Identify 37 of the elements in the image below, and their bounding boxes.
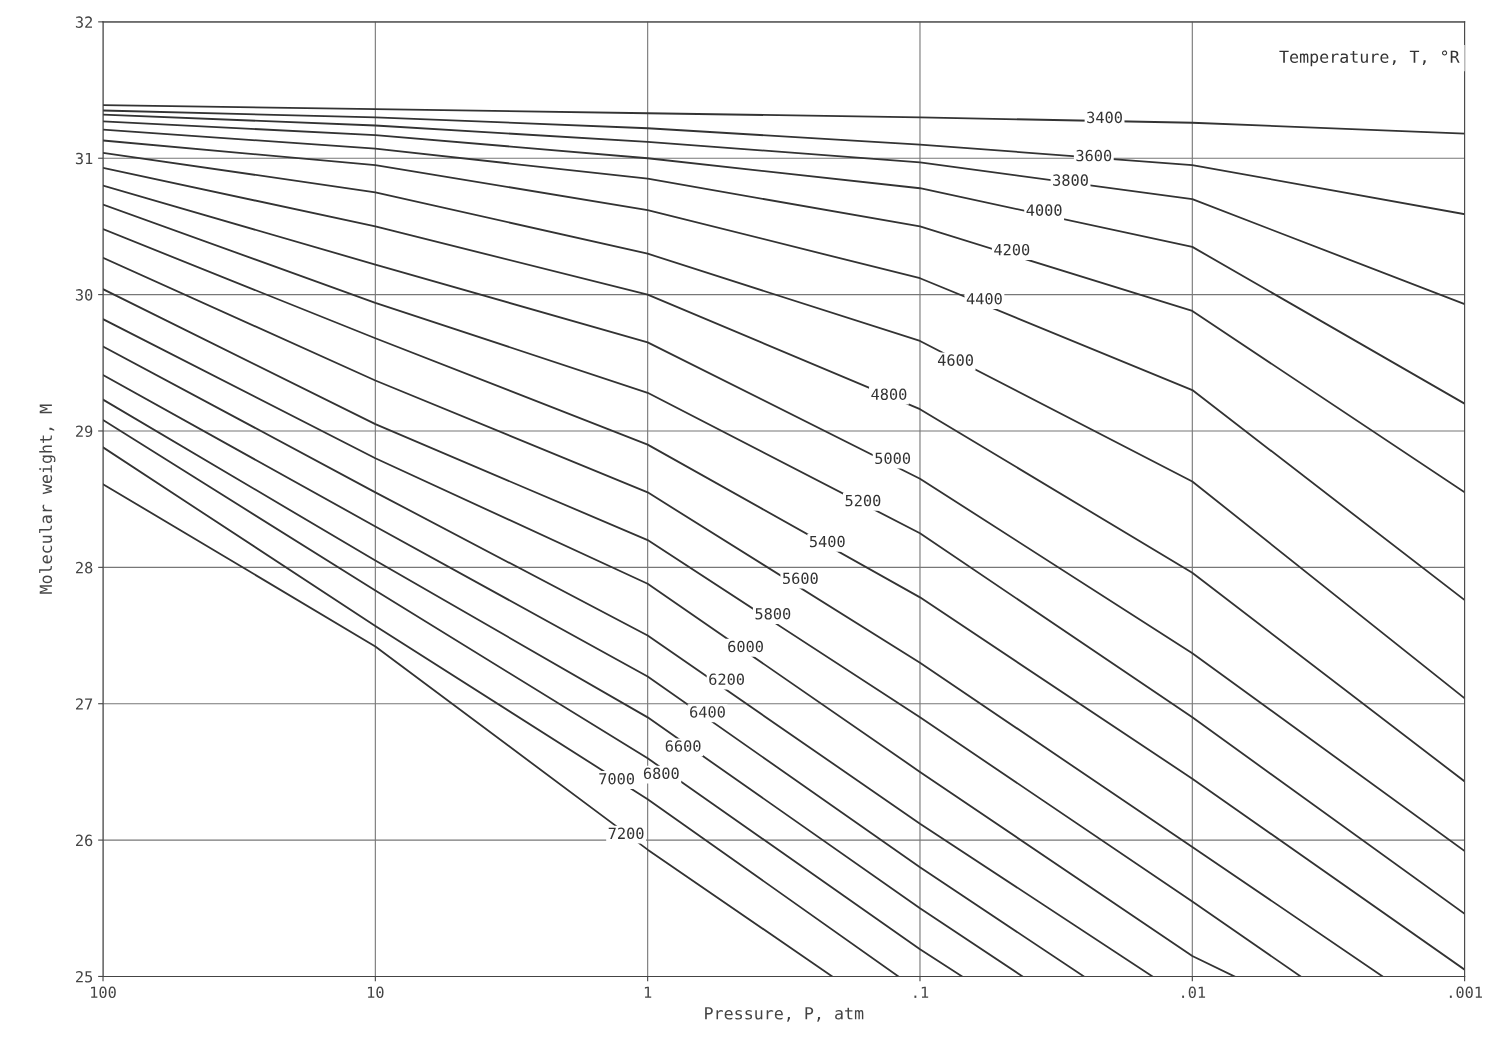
annotation: 4600 bbox=[937, 354, 973, 366]
legend-title: Temperature, T, °R bbox=[1279, 50, 1460, 67]
annotation: 5400 bbox=[809, 535, 845, 548]
annotation: 7200 bbox=[608, 827, 644, 840]
y-tick-label: 29 bbox=[76, 425, 93, 438]
y-tick-label: 32 bbox=[75, 16, 92, 28]
annotation: 5000 bbox=[875, 452, 911, 465]
annotation: 4800 bbox=[871, 388, 907, 400]
annotation: 6000 bbox=[728, 640, 763, 653]
y-tick-label: 26 bbox=[76, 834, 93, 847]
annotation: 7000 bbox=[599, 773, 635, 785]
x-tick-label: .01 bbox=[1182, 986, 1206, 999]
x-tick-label: .1 bbox=[914, 986, 929, 998]
x-tick-label: 10 bbox=[367, 986, 384, 999]
x-tick-label: 1 bbox=[644, 986, 652, 998]
annotation: 6800 bbox=[643, 767, 679, 780]
annotation: 4000 bbox=[1026, 204, 1062, 216]
y-tick-label: 27 bbox=[76, 698, 93, 710]
y-axis-title: Molecular weight, M bbox=[39, 404, 56, 594]
annotation: 3600 bbox=[1076, 149, 1112, 162]
x-axis-title: Pressure, P, atm bbox=[705, 1007, 864, 1022]
x-tick-label: 100 bbox=[91, 986, 116, 999]
annotation: 3400 bbox=[1087, 111, 1122, 124]
annotation: 4400 bbox=[966, 292, 1002, 305]
annotation: 3800 bbox=[1053, 174, 1088, 186]
y-tick-label: 31 bbox=[75, 152, 93, 165]
y-tick-label: 25 bbox=[76, 970, 93, 983]
annotation: 6600 bbox=[665, 740, 701, 752]
annotation: 5200 bbox=[845, 494, 881, 507]
x-tick-label: .001 bbox=[1449, 986, 1482, 999]
annotation: 6200 bbox=[709, 673, 745, 686]
annotation: 4200 bbox=[994, 243, 1030, 256]
y-tick-label: 30 bbox=[75, 289, 93, 301]
annotation: 6400 bbox=[690, 706, 725, 718]
y-tick-label: 28 bbox=[76, 561, 93, 574]
annotation: 5800 bbox=[755, 607, 791, 620]
annotation: 5600 bbox=[783, 572, 818, 585]
